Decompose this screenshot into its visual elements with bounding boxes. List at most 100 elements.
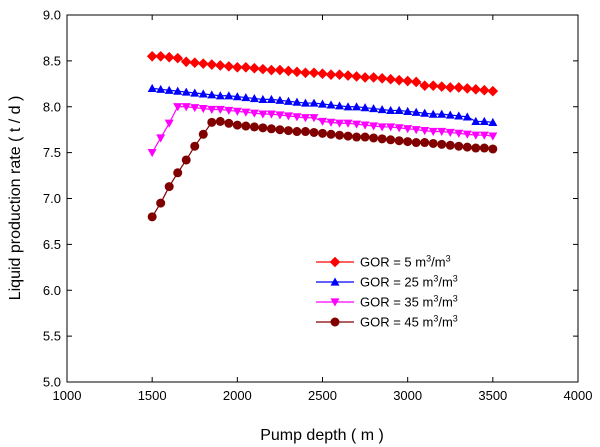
data-point	[488, 132, 498, 141]
data-point	[454, 141, 464, 151]
data-point	[394, 124, 404, 133]
data-point	[342, 70, 354, 81]
data-point	[164, 182, 174, 192]
data-point	[352, 102, 362, 111]
data-point	[224, 118, 234, 128]
data-point	[198, 129, 208, 139]
legend-label: GOR = 5 m3/m3	[360, 254, 451, 270]
x-tick-label: 4000	[564, 388, 593, 403]
data-point	[318, 99, 327, 108]
data-point	[437, 109, 447, 118]
data-point	[487, 85, 499, 97]
data-point	[249, 109, 259, 118]
data-point	[308, 67, 320, 79]
data-point	[403, 137, 413, 147]
data-point	[462, 142, 472, 152]
data-point	[198, 104, 208, 114]
data-point	[386, 135, 396, 145]
legend-label: GOR = 25 m3/m3	[360, 274, 458, 290]
y-tick-label: 7.0	[43, 191, 61, 206]
data-point	[343, 102, 353, 111]
data-point	[232, 120, 242, 130]
data-point	[436, 81, 448, 92]
data-point	[146, 50, 158, 62]
data-point	[360, 103, 370, 112]
data-point	[420, 138, 430, 148]
data-point	[334, 69, 345, 80]
legend-item: GOR = 5 m3/m3	[316, 254, 451, 270]
data-point	[369, 104, 379, 113]
data-point	[275, 95, 285, 104]
data-point	[147, 83, 157, 92]
data-point	[258, 94, 268, 104]
legend-label: GOR = 45 m3/m3	[360, 314, 458, 330]
data-point	[207, 117, 217, 127]
data-point	[172, 52, 184, 64]
x-tick-label: 1000	[53, 388, 82, 403]
series-3	[147, 103, 498, 158]
data-point	[462, 130, 472, 139]
data-point	[207, 105, 217, 115]
data-point	[292, 127, 302, 137]
data-point	[180, 56, 192, 68]
data-point	[377, 123, 387, 132]
data-point	[419, 80, 430, 91]
data-point	[445, 128, 455, 137]
data-point	[369, 133, 379, 143]
data-point	[454, 111, 464, 120]
legend-marker	[330, 298, 340, 307]
data-point	[309, 98, 319, 107]
data-point	[394, 136, 404, 146]
data-point	[335, 119, 345, 128]
data-point	[335, 101, 345, 110]
data-point	[207, 90, 217, 99]
data-point	[386, 105, 396, 115]
data-point	[190, 88, 200, 97]
x-axis-title: Pump depth ( m )	[260, 427, 384, 444]
data-point	[173, 103, 183, 112]
data-point	[386, 123, 396, 132]
data-point	[462, 112, 472, 121]
data-point	[240, 61, 252, 73]
series-2	[147, 83, 498, 126]
data-point	[444, 82, 456, 93]
data-point	[410, 76, 422, 88]
legend-item: GOR = 45 m3/m3	[316, 314, 458, 330]
data-point	[173, 86, 183, 95]
data-point	[377, 134, 387, 144]
data-point	[403, 106, 413, 115]
data-point	[325, 69, 337, 80]
data-point	[479, 143, 489, 153]
data-point	[266, 124, 276, 134]
data-point	[232, 61, 243, 73]
data-point	[428, 127, 438, 137]
data-point	[181, 155, 191, 165]
x-tick-label: 2500	[308, 388, 337, 403]
data-point	[283, 112, 293, 121]
data-point	[335, 130, 345, 140]
legend-label: GOR = 35 m3/m3	[360, 294, 458, 310]
data-point	[326, 118, 336, 127]
data-point	[309, 127, 319, 137]
series-layer	[146, 50, 499, 222]
data-point	[343, 119, 353, 128]
data-point	[291, 66, 303, 78]
data-point	[359, 72, 371, 83]
data-point	[411, 126, 421, 135]
y-tick-label: 8.0	[43, 99, 61, 114]
y-tick-label: 5.5	[43, 329, 61, 344]
data-point	[300, 67, 311, 79]
data-point	[471, 143, 481, 153]
x-tick-label: 2000	[223, 388, 252, 403]
data-point	[156, 134, 166, 143]
data-point	[403, 125, 413, 134]
data-point	[164, 85, 174, 94]
data-point	[326, 129, 336, 139]
data-point	[393, 74, 405, 86]
data-point	[445, 110, 455, 119]
data-point	[249, 62, 260, 74]
data-point	[249, 122, 259, 132]
data-point	[488, 117, 498, 126]
data-point	[215, 105, 225, 115]
data-point	[326, 100, 336, 109]
